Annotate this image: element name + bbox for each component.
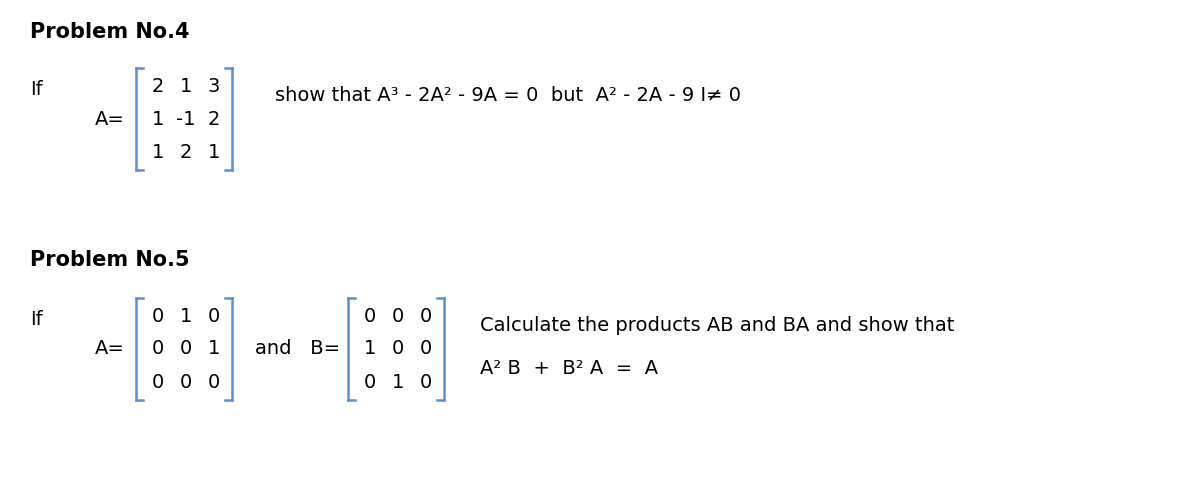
- Text: 3: 3: [208, 76, 220, 96]
- Text: 0: 0: [152, 306, 164, 325]
- Text: 0: 0: [420, 373, 432, 391]
- Text: 1: 1: [364, 340, 376, 359]
- Text: 2: 2: [208, 110, 220, 128]
- Text: 2: 2: [152, 76, 164, 96]
- Text: Problem No.5: Problem No.5: [30, 250, 190, 270]
- Text: 0: 0: [364, 306, 376, 325]
- Text: A=: A=: [95, 110, 125, 128]
- Text: 1: 1: [208, 340, 220, 359]
- Text: A=: A=: [95, 340, 125, 359]
- Text: show that A³ - 2A² - 9A = 0  but  A² - 2A - 9 I≠ 0: show that A³ - 2A² - 9A = 0 but A² - 2A …: [275, 86, 742, 105]
- Text: 0: 0: [392, 340, 404, 359]
- Text: 0: 0: [364, 373, 376, 391]
- Text: 0: 0: [208, 373, 220, 391]
- Text: 2: 2: [180, 142, 192, 161]
- Text: A² B  +  B² A  =  A: A² B + B² A = A: [480, 359, 658, 378]
- Text: 1: 1: [392, 373, 404, 391]
- Text: 0: 0: [152, 340, 164, 359]
- Text: 0: 0: [392, 306, 404, 325]
- Text: 0: 0: [180, 373, 192, 391]
- Text: 1: 1: [152, 142, 164, 161]
- Text: Calculate the products AB and BA and show that: Calculate the products AB and BA and sho…: [480, 316, 954, 335]
- Text: 1: 1: [152, 110, 164, 128]
- Text: If: If: [30, 80, 43, 99]
- Text: 1: 1: [180, 306, 192, 325]
- Text: 0: 0: [208, 306, 220, 325]
- Text: -1: -1: [176, 110, 196, 128]
- Text: 1: 1: [180, 76, 192, 96]
- Text: 0: 0: [152, 373, 164, 391]
- Text: 0: 0: [420, 340, 432, 359]
- Text: If: If: [30, 310, 43, 329]
- Text: 1: 1: [208, 142, 220, 161]
- Text: 0: 0: [180, 340, 192, 359]
- Text: 0: 0: [420, 306, 432, 325]
- Text: and   B=: and B=: [256, 340, 340, 359]
- Text: Problem No.4: Problem No.4: [30, 22, 190, 42]
